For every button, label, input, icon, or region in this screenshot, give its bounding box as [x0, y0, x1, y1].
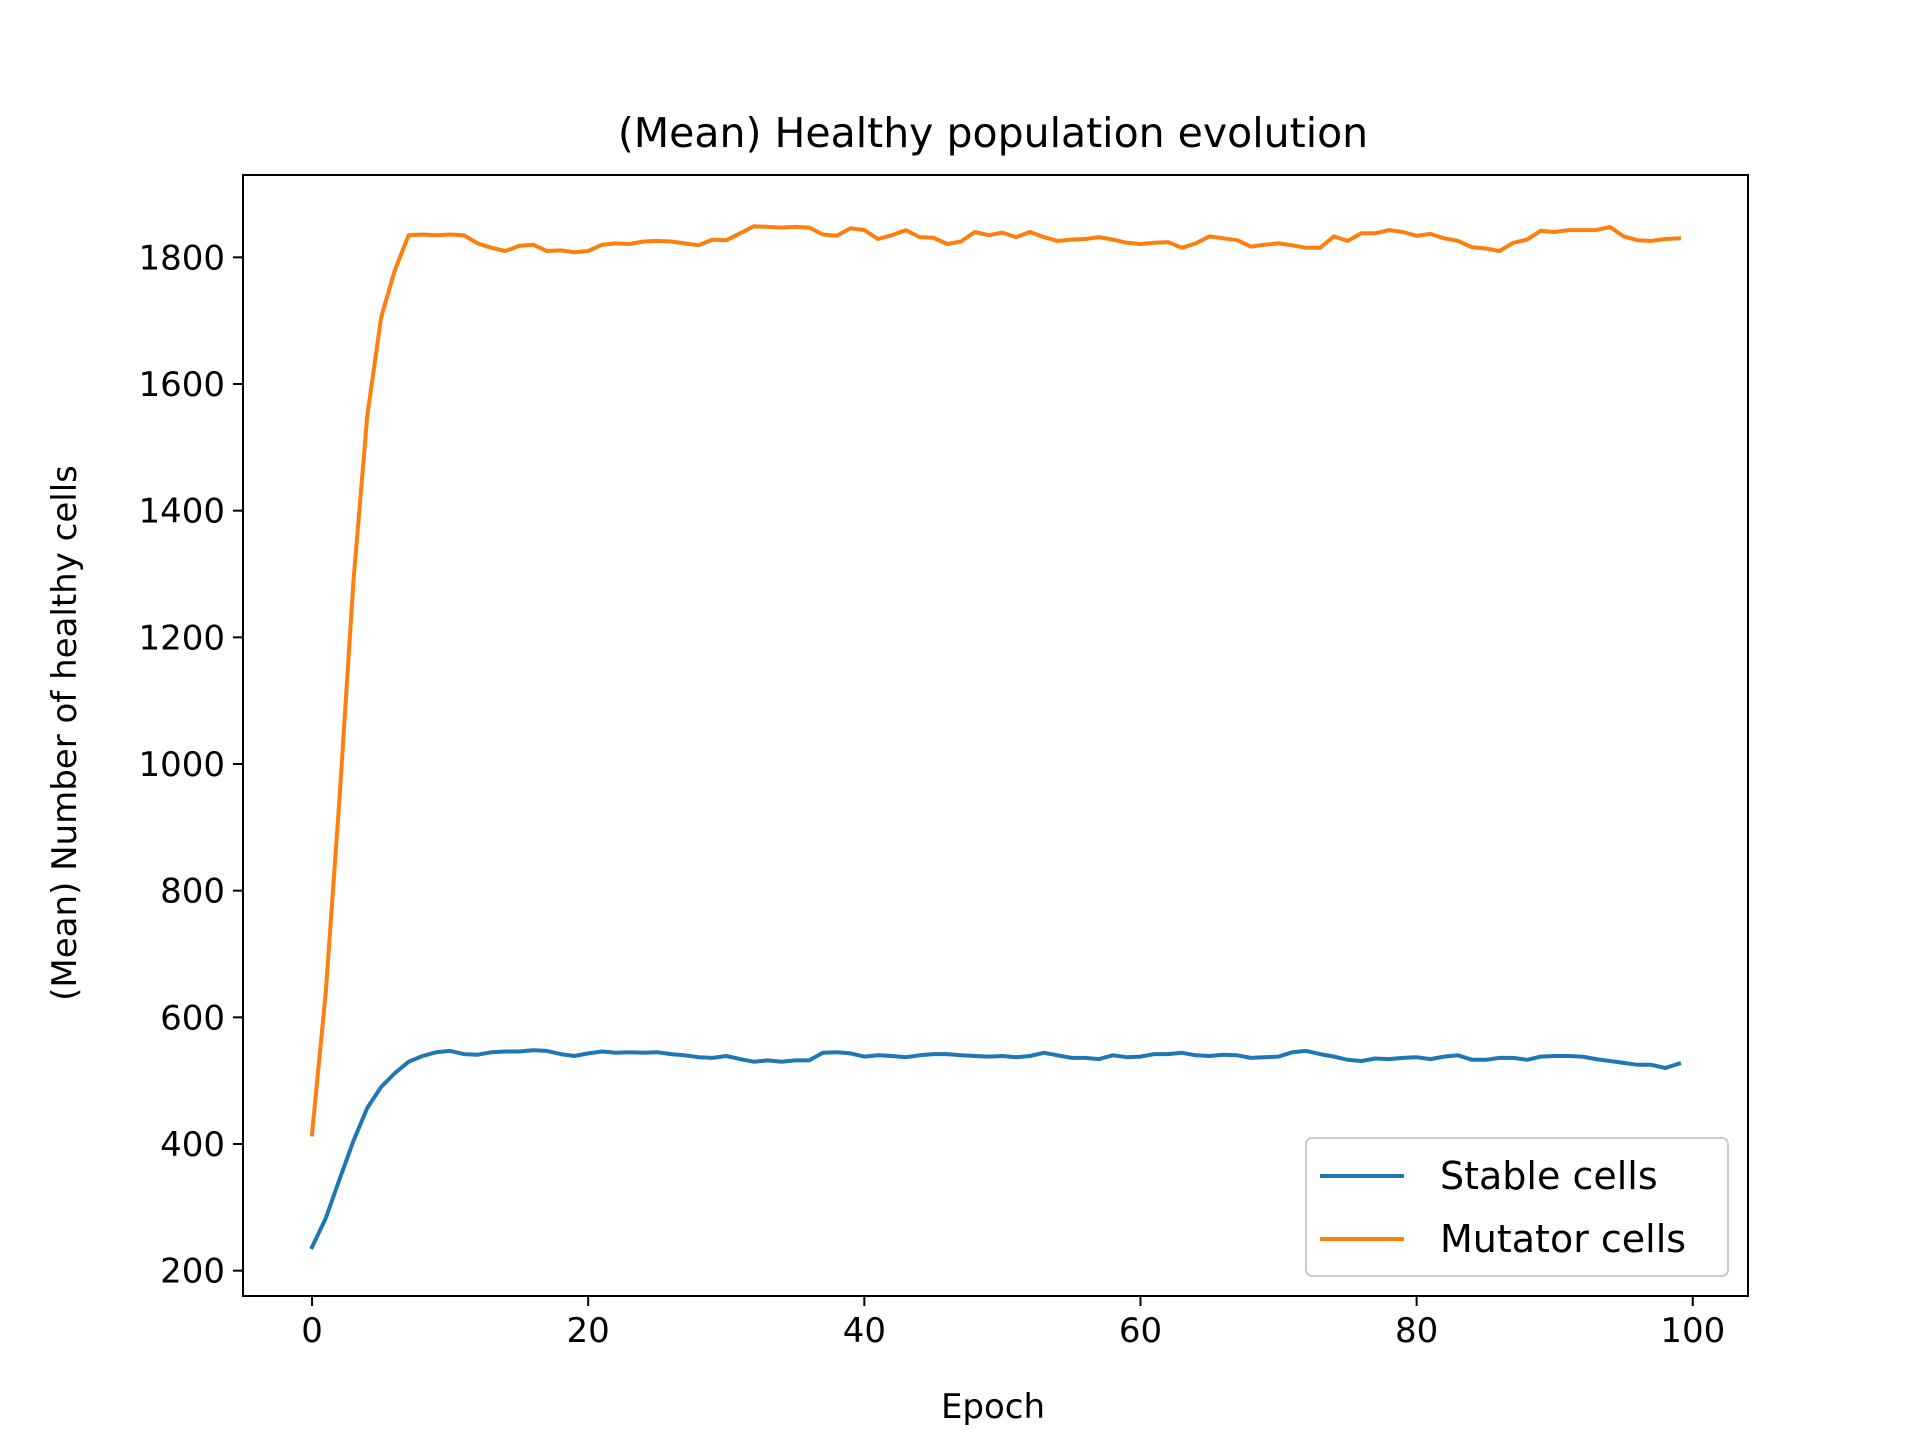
y-axis-title: (Mean) Number of healthy cells	[45, 465, 85, 1001]
legend-box	[1305, 1137, 1729, 1277]
legend-label: Mutator cells	[1440, 1217, 1686, 1261]
legend: Stable cells Mutator cells	[1305, 1137, 1729, 1277]
y-tick-label: 400	[160, 1125, 225, 1165]
y-axis: 200 400 600 800 1000 1200 1400 1600 1800	[138, 238, 243, 1292]
x-tick-label: 0	[301, 1311, 323, 1351]
x-axis: 0 20 40 60 80 100	[301, 1296, 1725, 1351]
y-tick-label: 200	[160, 1252, 225, 1292]
y-tick-label: 1200	[138, 618, 225, 658]
plot-frame	[242, 174, 1749, 1297]
x-tick-label: 60	[1119, 1311, 1162, 1351]
legend-label: Stable cells	[1440, 1154, 1658, 1198]
y-tick-label: 1600	[138, 365, 225, 405]
y-tick-label: 600	[160, 998, 225, 1038]
x-tick-label: 40	[843, 1311, 886, 1351]
series-line-stable-cells	[309, 1048, 1682, 1250]
y-tick-label: 1000	[138, 745, 225, 785]
series-line-mutator-cells	[309, 224, 1682, 1137]
chart-title: (Mean) Healthy population evolution	[618, 109, 1368, 157]
x-tick-label: 80	[1395, 1311, 1438, 1351]
x-tick-label: 100	[1660, 1311, 1725, 1351]
x-axis-title: Epoch	[941, 1387, 1045, 1427]
y-tick-label: 800	[160, 872, 225, 912]
y-tick-label: 1400	[138, 492, 225, 532]
plot-area	[309, 224, 1682, 1250]
y-tick-label: 1800	[138, 238, 225, 278]
x-tick-label: 20	[567, 1311, 610, 1351]
